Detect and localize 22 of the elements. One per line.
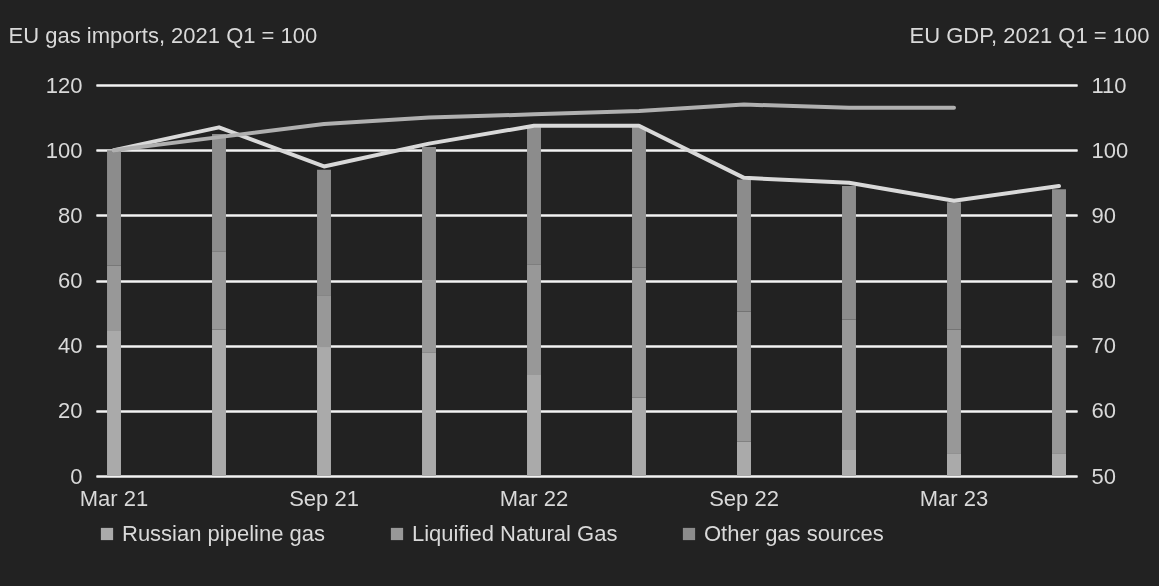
y-tick-label: 80 xyxy=(58,202,83,228)
y2-axis-title: EU GDP, 2021 Q1 = 100 xyxy=(909,22,1150,48)
legend-label: Russian pipeline gas xyxy=(122,521,326,546)
y-tick-label: 100 xyxy=(45,137,83,163)
y2-tick-label: 70 xyxy=(1091,333,1116,359)
y-tick-label: 20 xyxy=(58,398,83,424)
y-axis-title: EU gas imports, 2021 Q1 = 100 xyxy=(8,22,318,48)
y-tick-label: 120 xyxy=(45,72,83,98)
y2-tick-label: 110 xyxy=(1091,72,1127,98)
x-tick-label: Mar 22 xyxy=(499,485,569,511)
y2-tick-label: 100 xyxy=(1091,137,1129,163)
y2-tick-label: 80 xyxy=(1091,268,1116,293)
y2-tick-label: 90 xyxy=(1091,202,1116,228)
y-tick-label: 60 xyxy=(58,268,83,293)
legend-label: Other gas sources xyxy=(704,521,884,546)
x-tick-label: Mar 23 xyxy=(919,485,989,511)
y2-tick-label: 60 xyxy=(1091,398,1116,424)
y2-tick-label: 50 xyxy=(1091,463,1116,489)
x-tick-label: Sep 21 xyxy=(289,485,359,511)
x-tick-label: Sep 22 xyxy=(709,485,779,511)
legend-label: Liquified Natural Gas xyxy=(412,521,618,546)
y-tick-label: 40 xyxy=(58,333,83,359)
